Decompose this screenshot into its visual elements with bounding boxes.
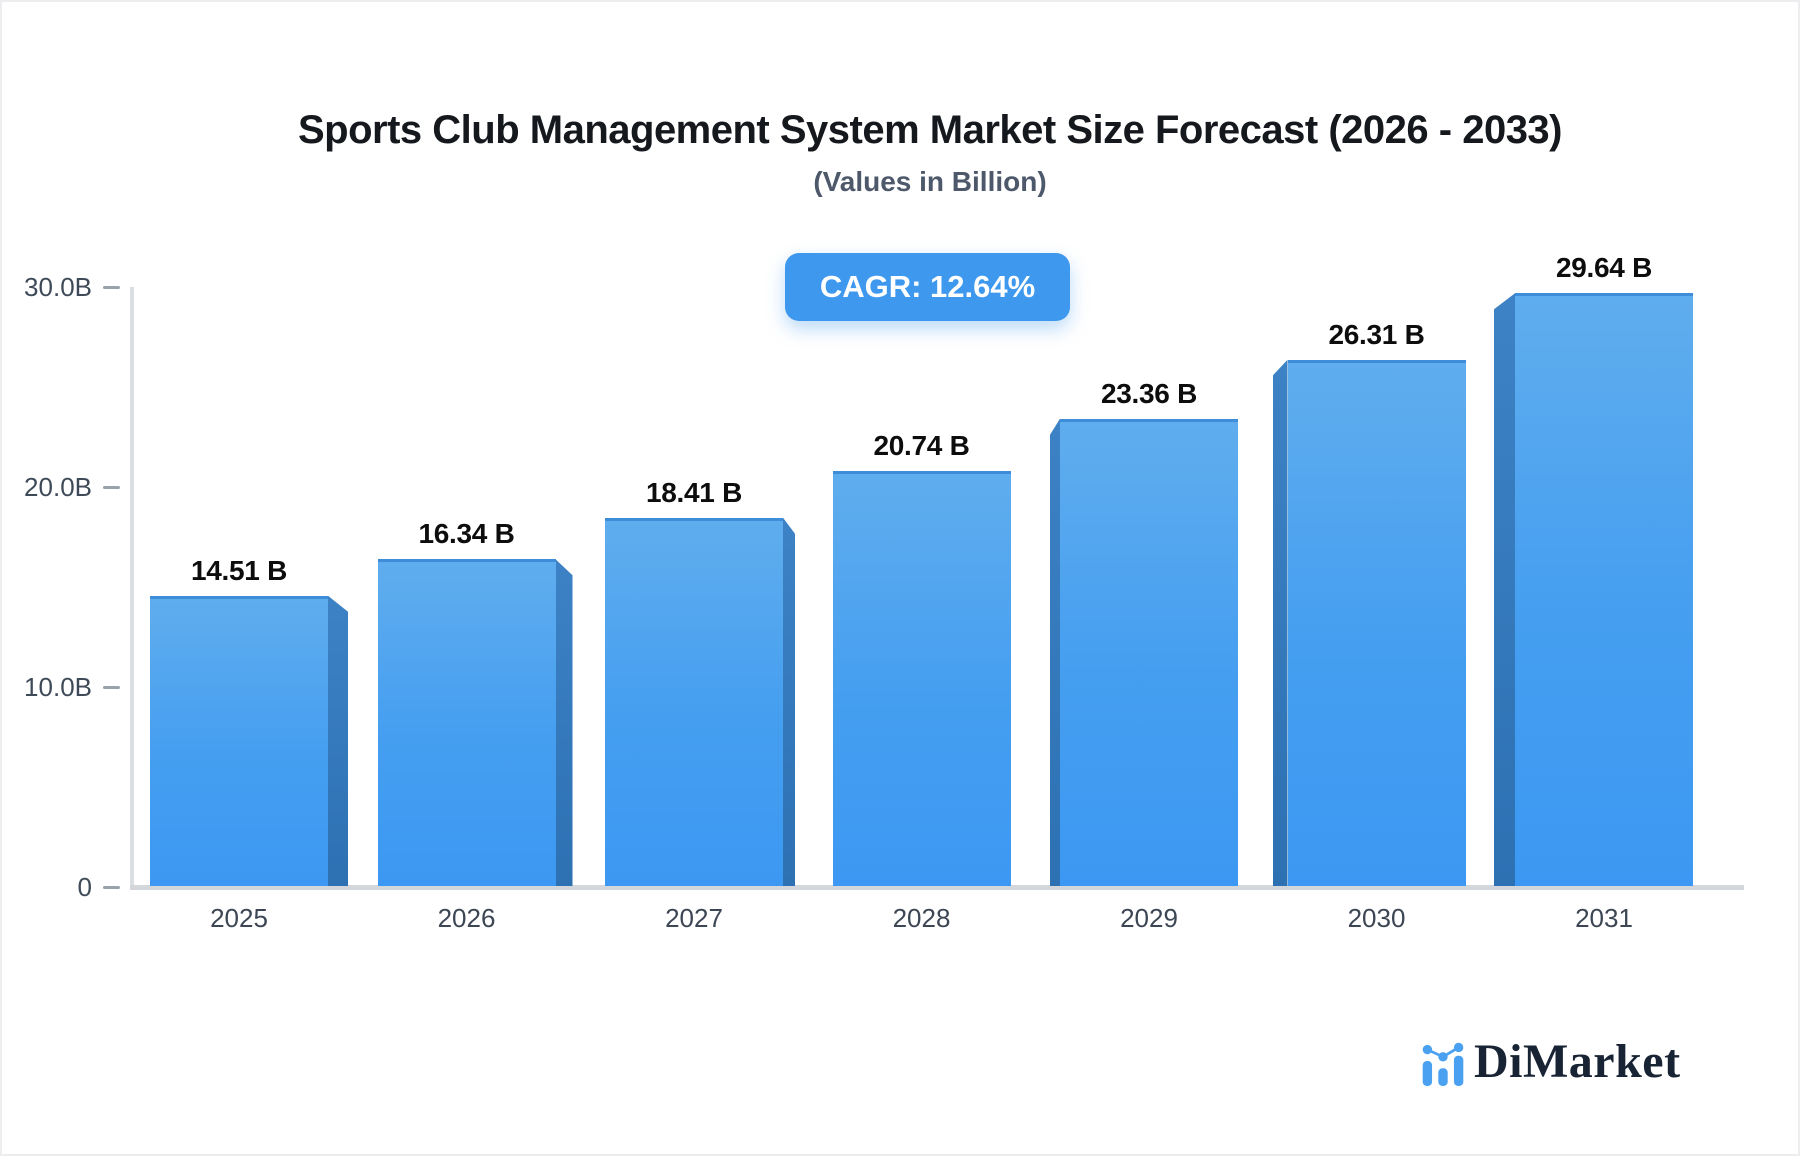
bar-2030[interactable] xyxy=(1287,359,1466,886)
bar-2028[interactable] xyxy=(832,471,1011,886)
bar-value-label: 26.31 B xyxy=(1328,318,1425,350)
brand-logo: DiMarket xyxy=(1422,1036,1681,1086)
y-axis-line xyxy=(130,287,134,888)
bar-value-label: 20.74 B xyxy=(873,430,970,462)
bar-2027[interactable] xyxy=(605,517,783,886)
x-axis-label: 2030 xyxy=(1347,903,1406,933)
bar-3d-side xyxy=(783,517,795,886)
bar-value-label: 23.36 B xyxy=(1101,377,1197,409)
y-axis-tick-mark xyxy=(103,286,120,289)
bar-2031[interactable] xyxy=(1515,293,1693,886)
brand-logo-text: DiMarket xyxy=(1474,1035,1681,1088)
bar-2025[interactable] xyxy=(150,595,328,886)
y-axis-tick-mark xyxy=(103,486,120,489)
bar-3d-side xyxy=(1050,418,1060,886)
bar-value-label: 29.64 B xyxy=(1556,252,1652,284)
x-axis-label: 2028 xyxy=(892,903,951,933)
x-axis-label: 2026 xyxy=(437,903,496,933)
bar-3d-side xyxy=(555,559,573,886)
y-axis-tick-label: 30.0B xyxy=(24,272,92,302)
bar-value-label: 16.34 B xyxy=(418,518,515,550)
bar-2026[interactable] xyxy=(377,559,556,886)
y-axis-tick-label: 0 xyxy=(77,872,92,902)
bar-2029[interactable] xyxy=(1060,418,1238,886)
y-axis-tick-mark xyxy=(103,686,120,689)
x-axis-label: 2031 xyxy=(1575,903,1633,933)
y-axis-tick-label: 10.0B xyxy=(24,672,92,702)
x-axis-label: 2029 xyxy=(1120,903,1178,933)
bar-3d-side xyxy=(328,595,348,886)
x-axis-label: 2025 xyxy=(210,903,268,933)
cagr-badge: CAGR: 12.64% xyxy=(785,253,1070,321)
bar-chart-logo-icon xyxy=(1422,1042,1464,1086)
x-axis-baseline xyxy=(130,885,1744,890)
y-axis-tick-label: 20.0B xyxy=(24,472,92,502)
chart-subtitle: (Values in Billion) xyxy=(813,166,1047,197)
chart-title: Sports Club Management System Market Siz… xyxy=(297,108,1563,152)
y-axis-tick-mark xyxy=(103,886,120,889)
bar-3d-side xyxy=(1494,293,1515,886)
bar-value-label: 18.41 B xyxy=(646,476,742,508)
chart-header: Sports Club Management System Market Siz… xyxy=(60,108,1800,198)
x-axis-label: 2027 xyxy=(665,903,723,933)
bar-3d-side xyxy=(1272,359,1288,886)
bar-value-label: 14.51 B xyxy=(191,554,287,586)
